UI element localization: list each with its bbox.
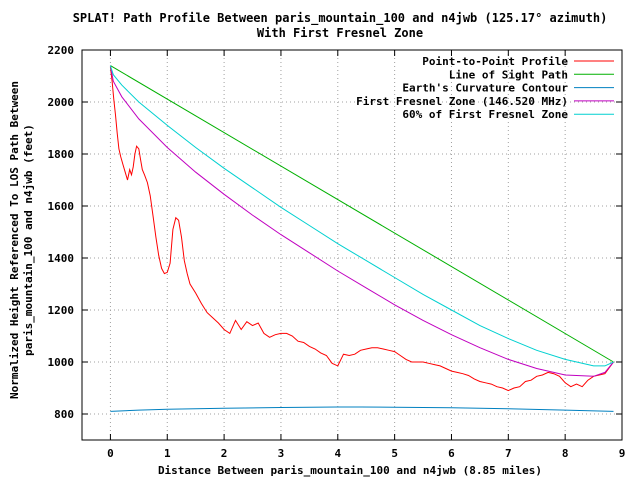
x-tick-labels: 0 1 2 3 4 5 6 7 8 9 [107,447,625,460]
y-tick-labels: 800 1000 1200 1400 1600 1800 2000 2200 [48,44,75,421]
x-tick-label: 0 [107,447,114,460]
legend-label: Earth's Curvature Contour [402,82,568,95]
chart-title-line2: With First Fresnel Zone [257,26,423,40]
x-tick-label: 5 [391,447,398,460]
y-tick-label: 1600 [48,200,75,213]
y-tick-label: 1000 [48,356,75,369]
legend-label: First Fresnel Zone (146.520 MHz) [356,95,568,108]
x-tick-label: 9 [619,447,626,460]
y-tick-label: 1400 [48,252,75,265]
y-axis-label-line2: paris_mountain_100 and n4jwb (feet) [22,124,35,356]
y-axis-label-line1: Normalized Height Referenced To LOS Path… [8,81,21,399]
x-tick-label: 6 [448,447,455,460]
y-tick-label: 2000 [48,96,75,109]
y-tick-label: 1800 [48,148,75,161]
series-line-3 [110,406,614,412]
series-line-2 [110,65,614,363]
grid-lines [82,50,622,440]
y-tick-label: 800 [54,408,74,421]
series-line-4 [109,65,614,377]
x-tick-label: 4 [334,447,341,460]
chart-title-line1: SPLAT! Path Profile Between paris_mounta… [73,11,608,26]
tick-marks [82,49,623,440]
x-tick-label: 8 [562,447,569,460]
legend-label: 60% of First Fresnel Zone [402,108,568,121]
x-axis-label: Distance Between paris_mountain_100 and … [158,464,542,477]
x-tick-label: 2 [221,447,228,460]
y-tick-label: 2200 [48,44,75,57]
legend-label: Line of Sight Path [449,68,568,81]
y-tick-label: 1200 [48,304,75,317]
x-tick-label: 1 [164,447,171,460]
series-line-1 [109,66,614,392]
x-tick-label: 3 [278,447,285,460]
series-lines [109,65,614,412]
legend-label: Point-to-Point Profile [422,55,568,68]
series-line-5 [109,65,614,367]
x-tick-label: 7 [505,447,512,460]
plot-frame [81,49,623,441]
